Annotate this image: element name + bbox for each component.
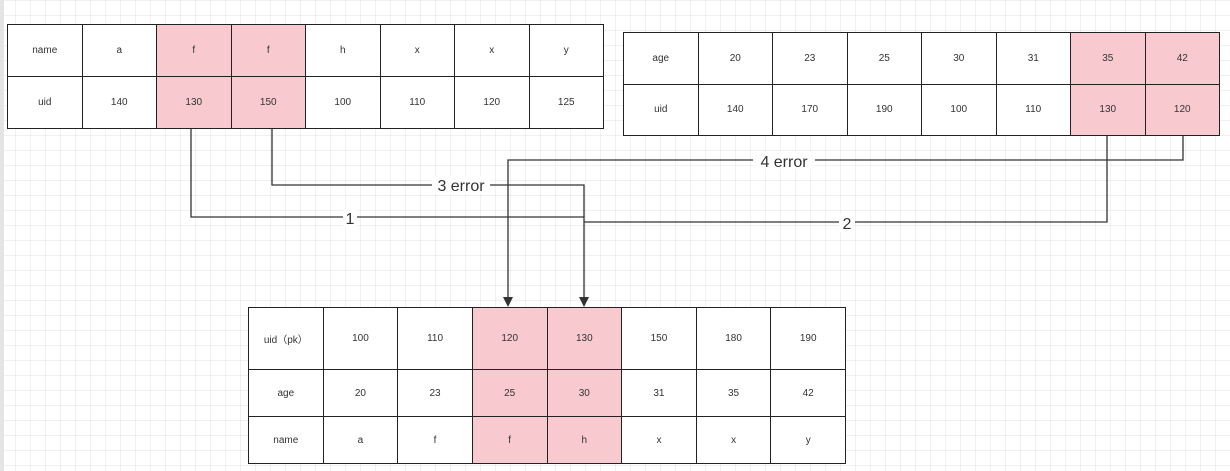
table-row: age 20 23 25 30 31 35 42	[623, 32, 1220, 85]
table-cell: x	[454, 24, 530, 77]
highlighted-cell: 120	[1144, 83, 1220, 136]
table-cell: 100	[305, 76, 381, 129]
table-cell: 170	[772, 83, 848, 136]
table-cell: 110	[379, 76, 455, 129]
table-cell: y	[770, 416, 846, 464]
table-cell: 42	[770, 369, 846, 418]
table-cell: 190	[770, 306, 846, 371]
table-cell: x	[379, 24, 455, 77]
table-row: uid 140 130 150 100 110 120 125	[7, 76, 604, 129]
highlighted-cell: 120	[471, 306, 548, 371]
table-cell: x	[621, 416, 697, 464]
table-cell: 110	[397, 306, 473, 371]
table-cell: 110	[995, 83, 1071, 136]
row-header-cell: name	[248, 416, 324, 464]
table-cell: a	[81, 24, 157, 77]
connector-1-line	[190, 129, 589, 307]
table-row: uid（pk） 100 110 120 130 150 180 190	[248, 306, 846, 371]
highlighted-cell: 150	[230, 76, 306, 129]
table-cell: 35	[695, 369, 772, 418]
row-header-cell: uid（pk）	[248, 306, 324, 371]
highlighted-cell: 25	[471, 369, 548, 418]
table-cell: f	[397, 416, 473, 464]
highlighted-cell: 35	[1070, 32, 1146, 85]
table-cell: h	[305, 24, 381, 77]
highlighted-cell: 30	[546, 369, 623, 418]
highlighted-cell: f	[471, 416, 548, 464]
row-header-cell: uid	[7, 76, 83, 129]
row-header-cell: age	[623, 32, 699, 85]
connector-1-label: 1	[346, 211, 355, 228]
highlighted-cell: 42	[1144, 32, 1220, 85]
connector-3-label: 3 error	[437, 178, 485, 195]
connector-2-line	[584, 136, 1108, 223]
connector-4-label-group: 4 error	[753, 151, 815, 171]
table-uid-pk: uid（pk） 100 110 120 130 150 180 190 age 20 23 25 30 3…	[248, 306, 846, 464]
table-cell: 20	[697, 32, 773, 85]
table-name-uid: name a f f h x x y uid 140 130 150 100 110 120 125	[7, 24, 604, 129]
table-cell: 30	[921, 32, 997, 85]
table-cell: 120	[454, 76, 530, 129]
connector-3-line	[271, 129, 585, 217]
table-cell: 140	[81, 76, 157, 129]
table-age-uid: age 20 23 25 30 31 35 42 uid 140 170 190 100 110 130 12…	[623, 32, 1220, 136]
row-header-cell: age	[248, 369, 324, 418]
connector-3-label-group: 3 error	[432, 176, 490, 195]
highlighted-cell: h	[546, 416, 623, 464]
table-cell: 23	[397, 369, 473, 418]
connector-2-label-group: 2	[839, 214, 855, 233]
table-cell: 190	[846, 83, 922, 136]
highlighted-cell: 130	[546, 306, 623, 371]
table-cell: 140	[697, 83, 773, 136]
row-header-cell: uid	[623, 83, 699, 136]
table-cell: 25	[846, 32, 922, 85]
connector-1-label-group: 1	[343, 209, 357, 228]
highlighted-cell: 130	[1070, 83, 1146, 136]
canvas-edge	[0, 0, 4, 471]
highlighted-cell: f	[230, 24, 306, 77]
table-row: uid 140 170 190 100 110 130 120	[623, 83, 1220, 136]
table-cell: 23	[772, 32, 848, 85]
table-cell: 180	[695, 306, 772, 371]
table-cell: 100	[322, 306, 399, 371]
table-cell: 31	[995, 32, 1071, 85]
highlighted-cell: f	[156, 24, 232, 77]
table-cell: 150	[621, 306, 697, 371]
row-header-cell: name	[7, 24, 83, 77]
table-cell: y	[528, 24, 604, 77]
highlighted-cell: 130	[156, 76, 232, 129]
table-row: age 20 23 25 30 31 35 42	[248, 369, 846, 418]
connector-4-line	[503, 136, 1184, 307]
table-cell: x	[695, 416, 772, 464]
table-cell: a	[322, 416, 399, 464]
connector-4-label: 4 error	[760, 154, 808, 171]
table-row: name a f f h x x y	[248, 416, 846, 464]
table-cell: 100	[921, 83, 997, 136]
table-cell: 31	[621, 369, 697, 418]
table-cell: 125	[528, 76, 604, 129]
connector-2-label: 2	[843, 216, 852, 233]
table-row: name a f f h x x y	[7, 24, 604, 77]
table-cell: 20	[322, 369, 399, 418]
